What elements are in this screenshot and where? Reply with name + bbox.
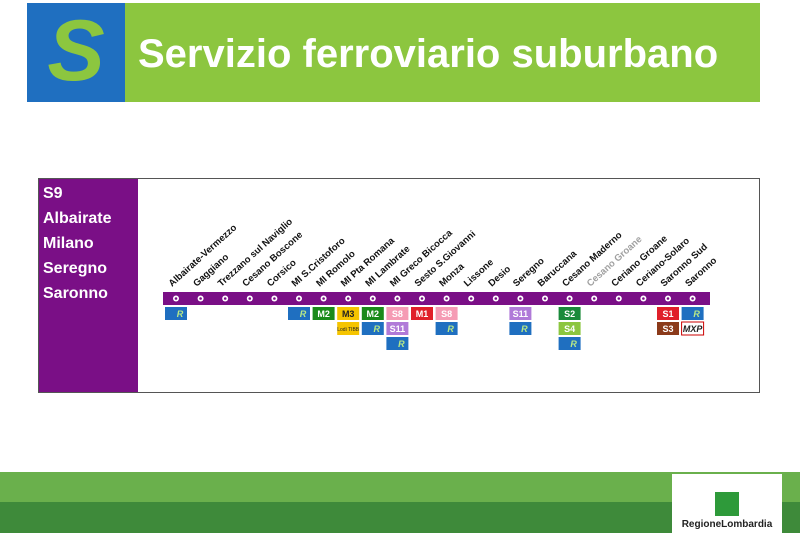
line-box: [38, 178, 760, 393]
route-stop: Milano: [43, 235, 94, 252]
badge-label: M3: [342, 309, 355, 319]
badge-label: S1: [662, 309, 673, 319]
logo: S: [47, 3, 104, 99]
badge-label: S11: [390, 324, 406, 334]
station-dot-inner: [248, 297, 252, 300]
badge: [681, 307, 704, 320]
station-dot-inner: [297, 297, 301, 300]
badge: [558, 337, 581, 350]
title: Servizio ferroviario suburbano: [138, 32, 718, 76]
header-bar: [125, 3, 760, 102]
badge-label: R: [521, 324, 528, 334]
badge-label: R: [177, 309, 184, 319]
route-stop: Albairate: [43, 210, 112, 227]
footer-logo-icon: [715, 492, 739, 516]
station-dot-inner: [494, 297, 498, 300]
badge: [657, 307, 679, 320]
badge-label: M2: [367, 309, 380, 319]
badge: [411, 307, 433, 320]
station-dot-inner: [346, 297, 350, 300]
station-dot-inner: [420, 297, 424, 300]
badge-label: R: [693, 309, 700, 319]
badge: [657, 322, 679, 335]
footer-band: [0, 502, 800, 533]
station-dot-inner: [592, 297, 596, 300]
station-dot-inner: [199, 297, 202, 300]
footer-band: [0, 472, 800, 502]
badge: [337, 322, 360, 335]
badge-label: S11: [513, 309, 529, 319]
route-stop: Saronno: [43, 285, 108, 302]
station-dot-inner: [642, 297, 645, 300]
badge: [681, 321, 705, 336]
route: S9 Albairate Milano Seregno Saronno: [43, 185, 112, 302]
badge: [337, 307, 360, 320]
badge: [361, 322, 384, 335]
badge-label: R: [300, 309, 307, 319]
badge: [558, 322, 581, 335]
station-dot-inner: [543, 297, 547, 300]
badge-label: S8: [392, 309, 403, 319]
station-dot-inner: [469, 297, 473, 300]
badge-label: MXP: [683, 324, 704, 334]
badge: [386, 337, 409, 350]
station-dot-inner: [445, 297, 448, 300]
badge: [165, 307, 187, 320]
badge-label: S3: [662, 324, 673, 334]
route-stop: Seregno: [43, 260, 107, 277]
badge-label: S8: [441, 309, 452, 319]
station-dot-inner: [371, 297, 375, 300]
station-dot-inner: [568, 297, 571, 300]
badge: [435, 307, 458, 320]
badge: [361, 307, 384, 320]
station-dot-inner: [519, 297, 522, 300]
badge-label: R: [570, 339, 577, 349]
station-dot-inner: [273, 297, 276, 300]
badge: [312, 307, 335, 320]
badge-label: S4: [564, 324, 575, 334]
station-dot-inner: [617, 297, 621, 300]
badge: [558, 307, 581, 320]
station-dot-inner: [666, 297, 670, 300]
station-dot-inner: [396, 297, 399, 300]
badge-label: S2: [564, 309, 575, 319]
badge-label: M1: [416, 309, 429, 319]
line-name: S9: [43, 185, 63, 202]
badge-note: Lodi TIBB: [337, 327, 360, 333]
badge-label: R: [374, 324, 381, 334]
station-dot-inner: [174, 297, 178, 300]
badge-label: M2: [317, 309, 330, 319]
footer-logo: RegioneLombardia: [682, 519, 773, 530]
badge: [509, 322, 532, 335]
station-dot-inner: [223, 297, 227, 300]
badge: [435, 322, 458, 335]
badge: [509, 307, 532, 320]
badge: [386, 322, 409, 335]
badge-label: R: [447, 324, 454, 334]
badge-label: R: [398, 339, 405, 349]
station-dot-inner: [691, 297, 694, 300]
badge: [288, 307, 310, 320]
station-dot-inner: [322, 297, 325, 300]
line-panel: [39, 179, 138, 392]
logo-box: [27, 3, 125, 102]
line-bar: [163, 292, 710, 305]
badge: [386, 307, 409, 320]
